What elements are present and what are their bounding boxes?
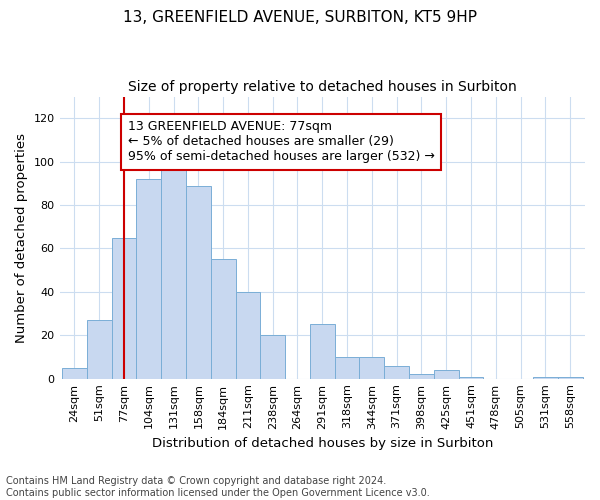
Bar — [434, 370, 458, 378]
Bar — [211, 260, 236, 378]
Bar — [186, 186, 211, 378]
Bar — [87, 320, 112, 378]
Bar — [558, 376, 583, 378]
Bar — [533, 376, 558, 378]
Bar — [409, 374, 434, 378]
Bar — [260, 336, 285, 378]
Bar — [112, 238, 136, 378]
Text: 13, GREENFIELD AVENUE, SURBITON, KT5 9HP: 13, GREENFIELD AVENUE, SURBITON, KT5 9HP — [123, 10, 477, 25]
Bar — [236, 292, 260, 378]
Text: Contains HM Land Registry data © Crown copyright and database right 2024.
Contai: Contains HM Land Registry data © Crown c… — [6, 476, 430, 498]
Bar — [335, 357, 359, 378]
Bar — [136, 179, 161, 378]
Y-axis label: Number of detached properties: Number of detached properties — [15, 132, 28, 342]
Bar — [161, 170, 186, 378]
Text: 13 GREENFIELD AVENUE: 77sqm
← 5% of detached houses are smaller (29)
95% of semi: 13 GREENFIELD AVENUE: 77sqm ← 5% of deta… — [128, 120, 434, 164]
Bar — [384, 366, 409, 378]
Bar — [359, 357, 384, 378]
Bar — [310, 324, 335, 378]
Bar — [62, 368, 87, 378]
Bar — [458, 376, 484, 378]
Title: Size of property relative to detached houses in Surbiton: Size of property relative to detached ho… — [128, 80, 517, 94]
X-axis label: Distribution of detached houses by size in Surbiton: Distribution of detached houses by size … — [152, 437, 493, 450]
